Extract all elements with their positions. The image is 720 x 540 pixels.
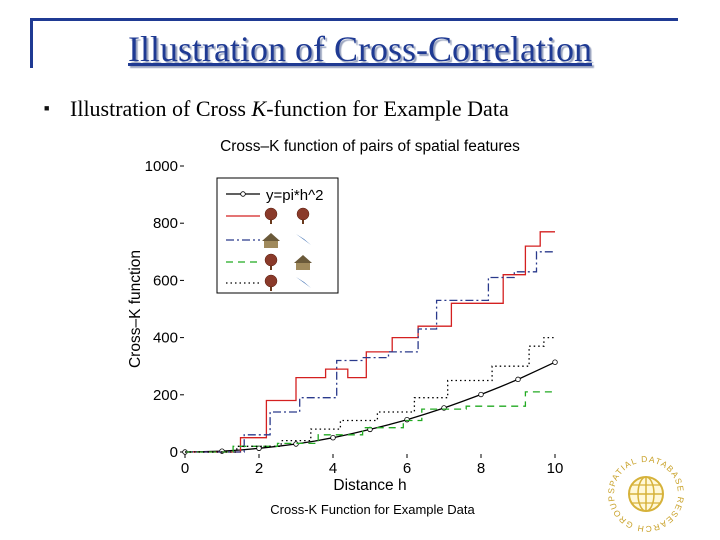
legend-marker <box>240 191 246 197</box>
bird-icon <box>296 234 311 245</box>
house-icon <box>296 263 310 270</box>
series-line-4 <box>185 336 555 453</box>
bullet-prefix: Illustration of Cross <box>70 96 252 121</box>
data-point <box>330 435 336 441</box>
tree-icon <box>296 207 310 221</box>
y-tick-label: 800 <box>153 215 178 232</box>
y-tick-label: 200 <box>153 387 178 404</box>
x-tick-label: 4 <box>329 460 337 477</box>
legend-box <box>216 177 339 294</box>
x-tick-label: 10 <box>547 460 564 477</box>
x-axis-label: Distance h <box>333 477 406 494</box>
series-line-1 <box>185 231 555 453</box>
frame-top-border <box>30 18 678 21</box>
series-line-2 <box>185 251 555 453</box>
data-point <box>552 359 558 365</box>
y-tick-label: 1000 <box>145 158 178 175</box>
globe-icon: SPATIAL DATABASE RESEARCH GROUP <box>606 454 685 534</box>
data-point <box>515 376 521 383</box>
cross-k-chart: Cross–K function of pairs of spatial fea… <box>127 138 564 494</box>
tree-icon <box>264 253 278 267</box>
house-icon <box>262 233 280 241</box>
tree-icon <box>264 274 278 288</box>
house-icon <box>264 241 278 248</box>
house-icon <box>294 255 312 263</box>
y-tick-label: 0 <box>170 444 178 461</box>
chart-caption: Cross-K Function for Example Data <box>270 502 475 517</box>
data-point <box>256 445 262 451</box>
bullet-text: Illustration of Cross K-function for Exa… <box>70 96 509 122</box>
chart-title: Cross–K function of pairs of spatial fea… <box>220 138 520 155</box>
x-tick-label: 2 <box>255 460 263 477</box>
bird-icon <box>296 277 311 288</box>
data-point <box>219 448 225 454</box>
y-tick-label: 400 <box>153 330 178 347</box>
legend-label-0: y=pi*h^2 <box>266 187 324 204</box>
slide-title: Illustration of Cross-Correlation <box>128 29 592 69</box>
data-point <box>404 416 410 423</box>
x-tick-label: 6 <box>403 460 411 477</box>
x-tick-label: 8 <box>477 460 485 477</box>
y-axis-label: Cross–K function <box>127 250 144 368</box>
bullet-suffix: -function for Example Data <box>266 96 509 121</box>
x-tick-label: 0 <box>181 460 189 477</box>
square-bullet-icon: ■ <box>44 103 50 113</box>
y-tick-label: 600 <box>153 272 178 289</box>
bullet-italic: K <box>251 96 267 121</box>
data-point <box>478 391 484 398</box>
frame-left-border <box>30 18 33 68</box>
tree-icon <box>264 207 278 221</box>
